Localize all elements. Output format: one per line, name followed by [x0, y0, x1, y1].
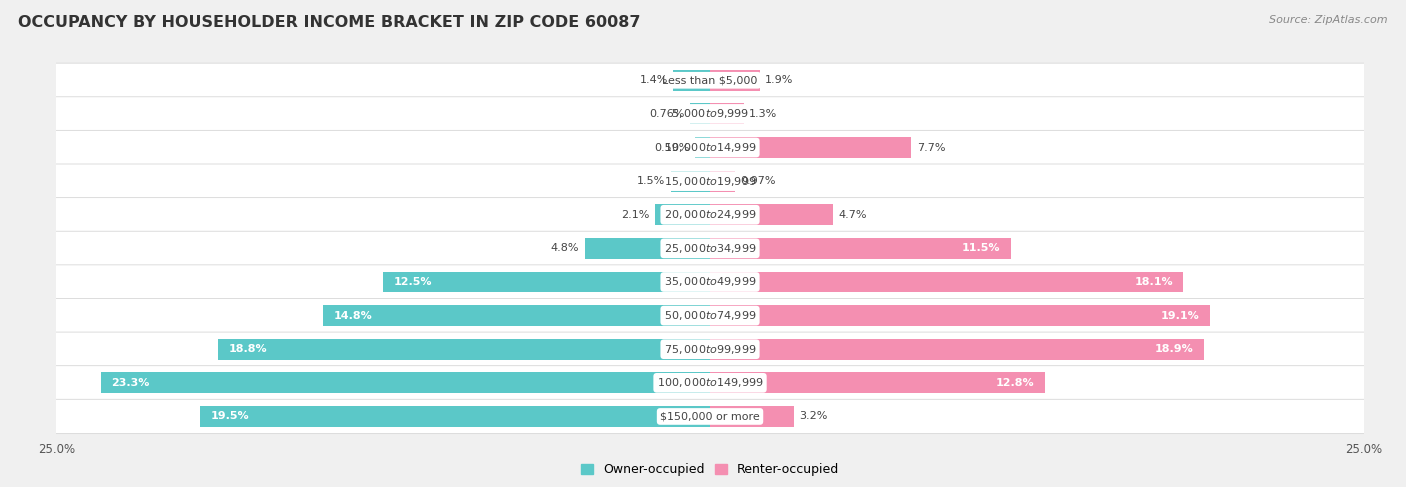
Text: 18.9%: 18.9%: [1156, 344, 1194, 354]
Text: 7.7%: 7.7%: [917, 143, 945, 152]
Text: Less than $5,000: Less than $5,000: [662, 75, 758, 85]
Text: $35,000 to $49,999: $35,000 to $49,999: [664, 276, 756, 288]
Text: $10,000 to $14,999: $10,000 to $14,999: [664, 141, 756, 154]
Bar: [690, 103, 710, 124]
Bar: [382, 272, 710, 292]
Text: $25,000 to $34,999: $25,000 to $34,999: [664, 242, 756, 255]
Text: 4.7%: 4.7%: [838, 210, 866, 220]
FancyBboxPatch shape: [46, 366, 1374, 400]
Bar: [200, 406, 710, 427]
Bar: [323, 305, 710, 326]
FancyBboxPatch shape: [46, 332, 1374, 366]
Bar: [585, 238, 710, 259]
Text: 1.4%: 1.4%: [640, 75, 668, 85]
Bar: [655, 205, 710, 225]
FancyBboxPatch shape: [46, 97, 1374, 131]
Bar: [710, 205, 832, 225]
FancyBboxPatch shape: [46, 63, 1374, 97]
Bar: [673, 70, 710, 91]
Bar: [710, 339, 1205, 359]
Text: $150,000 or more: $150,000 or more: [661, 412, 759, 421]
Text: $75,000 to $99,999: $75,000 to $99,999: [664, 343, 756, 356]
Text: 2.1%: 2.1%: [621, 210, 650, 220]
Text: 0.59%: 0.59%: [654, 143, 689, 152]
Bar: [710, 373, 1045, 393]
Text: 1.5%: 1.5%: [637, 176, 665, 186]
FancyBboxPatch shape: [46, 399, 1374, 433]
Text: 19.1%: 19.1%: [1160, 311, 1199, 320]
Bar: [710, 272, 1184, 292]
FancyBboxPatch shape: [46, 231, 1374, 265]
FancyBboxPatch shape: [46, 164, 1374, 198]
Text: 0.76%: 0.76%: [650, 109, 685, 119]
Text: 12.5%: 12.5%: [394, 277, 432, 287]
Text: 0.97%: 0.97%: [741, 176, 776, 186]
Text: 19.5%: 19.5%: [211, 412, 249, 421]
Bar: [710, 137, 911, 158]
Text: 11.5%: 11.5%: [962, 244, 1000, 253]
FancyBboxPatch shape: [46, 131, 1374, 165]
Text: $5,000 to $9,999: $5,000 to $9,999: [671, 108, 749, 120]
Text: 12.8%: 12.8%: [995, 378, 1035, 388]
FancyBboxPatch shape: [46, 198, 1374, 232]
Bar: [101, 373, 710, 393]
Text: 4.8%: 4.8%: [551, 244, 579, 253]
Bar: [671, 171, 710, 191]
Text: 1.9%: 1.9%: [765, 75, 793, 85]
Text: $15,000 to $19,999: $15,000 to $19,999: [664, 175, 756, 187]
Text: 3.2%: 3.2%: [799, 412, 827, 421]
Text: Source: ZipAtlas.com: Source: ZipAtlas.com: [1270, 15, 1388, 25]
Bar: [695, 137, 710, 158]
FancyBboxPatch shape: [46, 299, 1374, 333]
Bar: [710, 238, 1011, 259]
Text: $20,000 to $24,999: $20,000 to $24,999: [664, 208, 756, 221]
Text: 1.3%: 1.3%: [749, 109, 778, 119]
Bar: [710, 70, 759, 91]
Text: $100,000 to $149,999: $100,000 to $149,999: [657, 376, 763, 389]
Bar: [710, 305, 1209, 326]
Text: 23.3%: 23.3%: [111, 378, 149, 388]
Bar: [710, 103, 744, 124]
Text: OCCUPANCY BY HOUSEHOLDER INCOME BRACKET IN ZIP CODE 60087: OCCUPANCY BY HOUSEHOLDER INCOME BRACKET …: [18, 15, 641, 30]
Bar: [710, 406, 794, 427]
Bar: [218, 339, 710, 359]
Legend: Owner-occupied, Renter-occupied: Owner-occupied, Renter-occupied: [575, 458, 845, 482]
Text: 18.1%: 18.1%: [1135, 277, 1173, 287]
Text: $50,000 to $74,999: $50,000 to $74,999: [664, 309, 756, 322]
Text: 18.8%: 18.8%: [229, 344, 267, 354]
Text: 14.8%: 14.8%: [333, 311, 373, 320]
Bar: [710, 171, 735, 191]
FancyBboxPatch shape: [46, 265, 1374, 299]
